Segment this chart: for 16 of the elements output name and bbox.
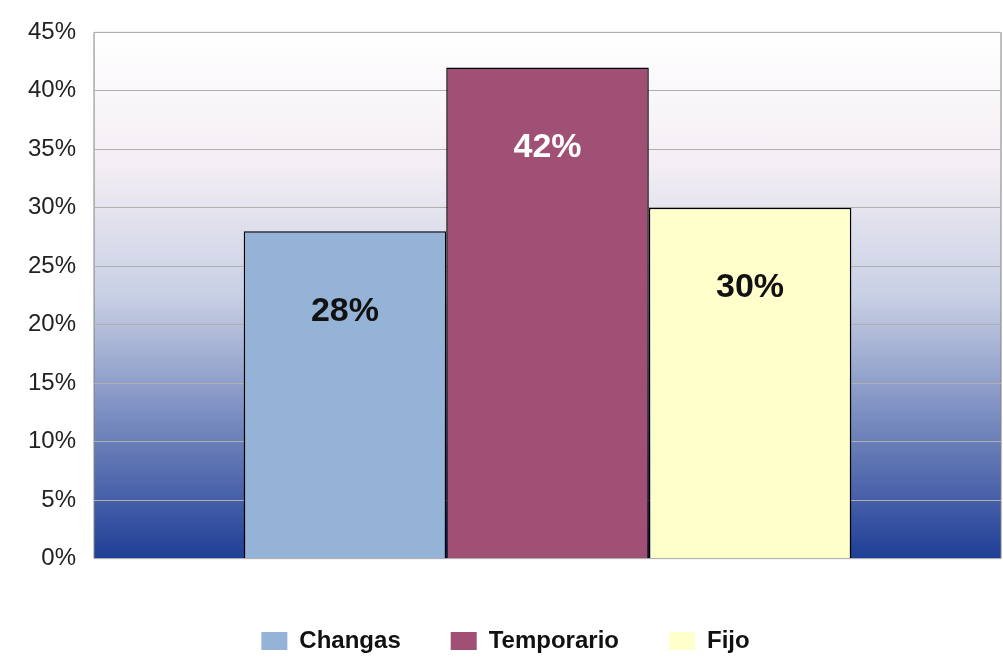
y-tick-label: 25%: [27, 250, 77, 278]
data-label: 30%: [716, 266, 785, 305]
y-tick-label: 35%: [27, 133, 77, 161]
legend-label: Fijo: [706, 625, 750, 653]
data-label: 42%: [513, 125, 582, 164]
y-tick-label: 40%: [27, 75, 77, 103]
data-label: 28%: [310, 289, 379, 328]
y-tick-label: 5%: [41, 484, 77, 512]
y-tick-label: 30%: [27, 192, 77, 220]
y-tick-label: 20%: [27, 309, 77, 337]
y-tick-label: 0%: [41, 543, 77, 571]
legend-label: Temporario: [488, 625, 619, 653]
y-tick-label: 45%: [27, 17, 77, 45]
y-tick-label: 15%: [27, 367, 77, 395]
y-tick-label: 10%: [27, 426, 77, 454]
legend-label: Changas: [299, 625, 401, 653]
